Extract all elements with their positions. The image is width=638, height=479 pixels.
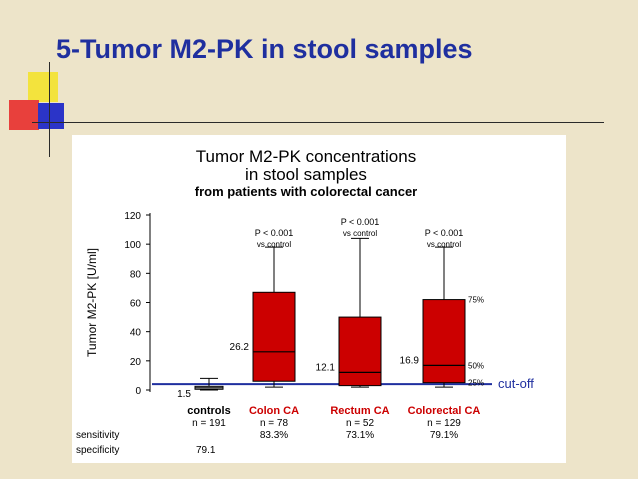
category-label-0: controls bbox=[187, 405, 230, 417]
n-label-2: n = 52 bbox=[346, 418, 375, 429]
y-tick-label: 80 bbox=[130, 269, 142, 280]
y-axis-label: Tumor M2-PK [U/ml] bbox=[85, 248, 99, 357]
box-1 bbox=[252, 291, 296, 382]
percentile-label-1: 50% bbox=[468, 361, 484, 370]
pvalue-label-3: P < 0.001 bbox=[425, 228, 464, 238]
pvalue-label-1: P < 0.001 bbox=[255, 228, 294, 238]
n-label-0: n = 191 bbox=[192, 418, 226, 429]
slide-title: 5-Tumor M2-PK in stool samples bbox=[56, 34, 473, 64]
title-underline-rule bbox=[32, 122, 604, 123]
median-label-0: 1.5 bbox=[177, 389, 191, 400]
specificity-value-0: 79.1 bbox=[196, 445, 216, 456]
box-2 bbox=[338, 316, 382, 387]
n-label-3: n = 129 bbox=[427, 418, 461, 429]
pvalue-label-2: P < 0.001 bbox=[341, 217, 380, 227]
chart-title-line-1: Tumor M2-PK concentrations bbox=[196, 147, 416, 166]
decorative-red-square bbox=[9, 100, 39, 130]
pvalue-sublabel-3: vs control bbox=[427, 240, 461, 249]
median-label-2: 12.1 bbox=[316, 362, 336, 373]
y-tick-label: 60 bbox=[130, 299, 142, 310]
decorative-blue-square bbox=[38, 103, 64, 129]
decorative-vertical-rule bbox=[49, 62, 50, 157]
category-label-1: Colon CA bbox=[249, 405, 299, 417]
sensitivity-row-label: sensitivity bbox=[76, 430, 119, 441]
y-tick-label: 120 bbox=[124, 211, 141, 222]
n-label-1: n = 78 bbox=[260, 418, 289, 429]
chart-title-line-2: in stool samples bbox=[245, 165, 367, 184]
y-tick-label: 0 bbox=[135, 386, 141, 397]
category-label-2: Rectum CA bbox=[330, 405, 389, 417]
sensitivity-value-3: 79.1% bbox=[430, 430, 458, 441]
sensitivity-value-2: 73.1% bbox=[346, 430, 374, 441]
specificity-row-label: specificity bbox=[76, 445, 119, 456]
sensitivity-value-1: 83.3% bbox=[260, 430, 288, 441]
cutoff-label: cut-off bbox=[498, 376, 534, 391]
median-label-1: 26.2 bbox=[230, 342, 250, 353]
y-tick-label: 100 bbox=[124, 240, 141, 251]
percentile-label-0: 75% bbox=[468, 296, 484, 305]
percentile-label-2: 25% bbox=[468, 379, 484, 388]
category-label-3: Colorectal CA bbox=[408, 405, 481, 417]
box-3 bbox=[422, 299, 466, 384]
chart-figure: Tumor M2-PK concentrations in stool sampl… bbox=[72, 135, 566, 463]
y-tick-label: 40 bbox=[130, 328, 142, 339]
pvalue-sublabel-1: vs control bbox=[257, 240, 291, 249]
chart-subtitle: from patients with colorectal cancer bbox=[195, 184, 418, 199]
decorative-yellow-square bbox=[28, 72, 58, 102]
pvalue-sublabel-2: vs control bbox=[343, 229, 377, 238]
y-tick-label: 20 bbox=[130, 357, 142, 368]
median-label-3: 16.9 bbox=[400, 355, 420, 366]
